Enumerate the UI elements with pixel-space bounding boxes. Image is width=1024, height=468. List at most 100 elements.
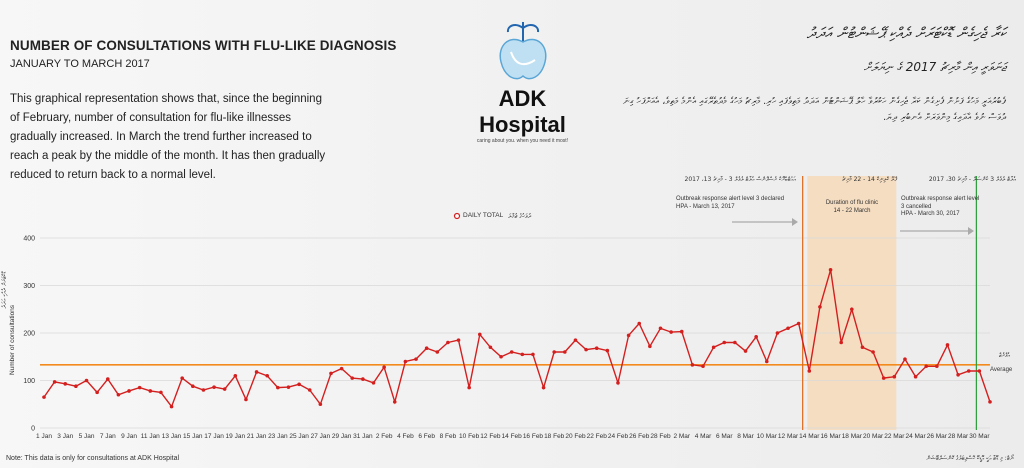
data-point <box>796 321 801 326</box>
x-tick-label: 29 Jan <box>332 433 352 440</box>
data-point <box>244 397 248 402</box>
x-tick-label: 14 Feb <box>502 433 523 440</box>
logo-tagline: caring about you. when you need it most! <box>476 138 569 144</box>
legend-label-dv: ދުވަހުގެ ޖުމްލަ <box>508 212 532 220</box>
x-tick-label: 10 Feb <box>459 433 480 440</box>
data-point <box>254 370 259 374</box>
x-tick-label: 11 Jan <box>141 433 160 440</box>
x-tick-label: 25 Jan <box>289 433 309 440</box>
legend-label: DAILY TOTAL <box>463 212 504 219</box>
x-tick-label: 1 Jan <box>36 433 52 440</box>
x-tick-label: 15 Jan <box>183 433 203 440</box>
y-tick-label: 0 <box>31 426 35 433</box>
data-point <box>191 384 195 389</box>
x-tick-label: 24 Mar <box>905 433 926 440</box>
data-point <box>988 400 992 404</box>
data-point <box>382 365 386 370</box>
y-axis-label-dv: ޑޮކްޓަރަށް ދެއްކި އަދަދު <box>1 270 8 308</box>
x-tick-label: 22 Feb <box>587 433 608 440</box>
footnote-dv: ނޯޓް: މި ޑޭޓާ އަކީ އޭޑީކޭ ހޮސްޕިޓަލުގެ ކ… <box>926 455 1014 462</box>
data-point <box>945 343 950 347</box>
x-tick-label: 18 Feb <box>544 433 565 440</box>
x-tick-label: 2 Feb <box>376 433 393 440</box>
data-point <box>74 384 78 389</box>
data-point <box>764 359 769 364</box>
annotation-level3-declared: Outbreak response alert level 3 declared… <box>676 196 785 210</box>
hospital-logo: ADK Hospital caring about you. when you … <box>455 18 590 144</box>
data-point <box>881 376 886 380</box>
x-tick-label: 19 Jan <box>226 433 246 440</box>
data-point <box>42 395 46 399</box>
page-title: NUMBER OF CONSULTATIONS WITH FLU-LIKE DI… <box>10 38 397 53</box>
data-point <box>711 345 716 350</box>
annotation-flu-clinic: Duration of flu clinic 14 - 22 March <box>825 200 879 214</box>
data-point <box>52 380 57 384</box>
data-point <box>605 348 610 353</box>
data-point <box>594 346 599 351</box>
data-point <box>212 385 216 389</box>
x-tick-label: 31 Jan <box>353 433 373 440</box>
data-point <box>584 347 588 352</box>
data-point <box>424 346 429 351</box>
x-tick-label: 28 Mar <box>948 433 969 440</box>
data-point <box>626 333 631 338</box>
x-tick-label: 5 Jan <box>79 433 95 440</box>
x-tick-label: 24 Feb <box>608 433 629 440</box>
data-point <box>541 385 546 390</box>
data-point <box>669 330 673 334</box>
y-tick-label: 400 <box>23 236 35 243</box>
data-point <box>573 338 578 342</box>
data-point <box>839 340 843 345</box>
y-tick-label: 200 <box>23 331 35 338</box>
logo-name: ADK Hospital <box>479 86 566 137</box>
data-point <box>892 374 897 379</box>
declared-arrow-head <box>792 218 798 226</box>
data-point <box>733 340 737 345</box>
annotation-level3-cancelled-dv: އެލާޓް ލެވެލް 3 ކެންސަލް - މާރިޗު 30، 20… <box>928 176 1016 183</box>
data-point <box>127 389 131 393</box>
data-point <box>265 373 270 378</box>
data-point <box>233 373 238 378</box>
annotation-level3-cancelled: Outbreak response alert level 3 cancelle… <box>901 196 980 217</box>
data-point <box>786 326 790 331</box>
x-tick-label: 22 Mar <box>884 433 905 440</box>
data-point <box>499 354 503 359</box>
x-tick-label: 8 Mar <box>737 433 754 440</box>
data-point <box>201 388 206 392</box>
x-tick-label: 17 Jan <box>204 433 224 440</box>
data-point <box>403 359 408 364</box>
page-subtitle: JANUARY TO MARCH 2017 <box>10 58 150 70</box>
data-point <box>775 331 780 335</box>
data-point <box>956 373 960 377</box>
data-point <box>435 350 440 354</box>
data-point <box>339 366 344 371</box>
data-point <box>307 388 312 392</box>
description-text: This graphical representation shows that… <box>10 93 326 181</box>
data-point <box>966 369 971 373</box>
x-tick-label: 13 Jan <box>162 433 182 440</box>
x-tick-label: 26 Feb <box>629 433 650 440</box>
average-label-dv: އެވްރެޖް <box>998 352 1010 359</box>
data-point <box>563 350 567 354</box>
data-point <box>116 392 121 397</box>
data-point <box>903 357 907 361</box>
data-point <box>743 349 748 353</box>
data-point <box>392 400 397 404</box>
x-tick-label: 4 Feb <box>397 433 414 440</box>
x-tick-label: 2 Mar <box>673 433 690 440</box>
y-tick-label: 300 <box>23 283 35 290</box>
data-point <box>180 376 184 380</box>
data-point <box>701 364 705 369</box>
data-point <box>658 326 663 331</box>
data-point <box>318 402 323 407</box>
data-point <box>913 374 918 379</box>
x-tick-label: 10 Mar <box>757 433 778 440</box>
y-axis-label: Number of consultations <box>9 304 16 375</box>
data-point <box>467 385 471 390</box>
data-point <box>169 404 174 409</box>
data-point <box>297 382 301 387</box>
data-point <box>456 338 461 342</box>
x-tick-label: 26 Mar <box>927 433 948 440</box>
annotation-flu-clinic-dv: ފްލޫ ކްލިނިކް 14 - 22 މާރިޗު <box>842 176 897 183</box>
data-point <box>329 371 333 376</box>
